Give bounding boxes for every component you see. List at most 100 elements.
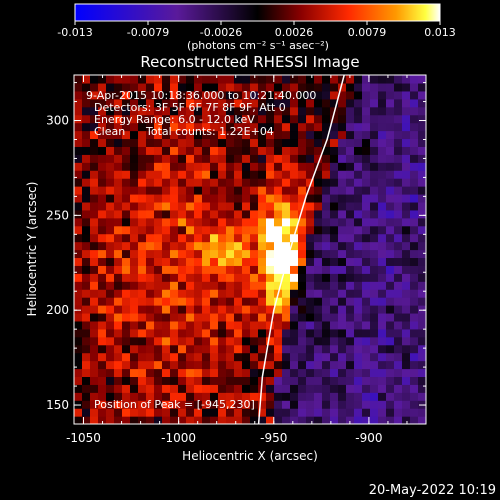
heatmap-cell xyxy=(322,320,331,330)
heatmap-cell xyxy=(362,257,371,266)
heatmap-cell xyxy=(250,178,259,187)
heatmap-cell xyxy=(154,281,163,290)
heatmap-cell xyxy=(370,154,379,163)
heatmap-cell xyxy=(386,416,395,424)
heatmap-cell xyxy=(362,416,371,424)
heatmap-cell xyxy=(114,376,123,385)
heatmap-cell xyxy=(418,186,426,195)
heatmap-cell xyxy=(138,360,147,370)
heatmap-cell xyxy=(274,82,283,92)
heatmap-cell xyxy=(362,344,371,354)
heatmap-cell xyxy=(386,297,395,306)
heatmap-cell xyxy=(274,154,283,163)
heatmap-cell xyxy=(82,209,91,219)
heatmap-cell xyxy=(370,201,379,211)
heatmap-cell xyxy=(178,225,187,235)
heatmap-cell xyxy=(394,408,403,417)
heatmap-cell xyxy=(90,281,99,290)
heatmap-cell xyxy=(90,201,99,211)
heatmap-cell xyxy=(250,98,259,108)
heatmap-cell xyxy=(402,360,411,370)
heatmap-cell xyxy=(242,82,251,92)
heatmap-cell xyxy=(194,170,203,179)
heatmap-cell xyxy=(314,289,323,298)
heatmap-cell xyxy=(274,360,283,370)
heatmap-cell xyxy=(162,186,171,195)
heatmap-cell xyxy=(322,384,331,393)
heatmap-cell xyxy=(122,130,131,140)
heatmap-cell xyxy=(306,408,315,417)
heatmap-cell xyxy=(82,305,91,314)
heatmap-cell xyxy=(138,154,147,163)
heatmap-cell xyxy=(138,352,147,362)
heatmap-cell xyxy=(114,416,123,424)
heatmap-cell xyxy=(90,312,99,322)
heatmap-cell xyxy=(82,225,91,235)
heatmap-cell xyxy=(98,154,107,163)
heatmap-cell xyxy=(234,98,243,108)
heatmap-cell xyxy=(186,154,195,163)
heatmap-cell xyxy=(266,209,275,219)
heatmap-cell xyxy=(74,289,83,298)
heatmap-cell xyxy=(218,400,227,409)
heatmap-cell xyxy=(130,186,139,195)
heatmap-cell xyxy=(194,336,203,346)
heatmap-cell xyxy=(298,400,307,409)
heatmap-cell xyxy=(274,138,283,147)
heatmap-cell xyxy=(266,130,275,140)
heatmap-cell xyxy=(274,344,283,354)
heatmap-cell xyxy=(234,217,243,227)
heatmap-cell xyxy=(226,217,235,227)
heatmap-cell xyxy=(370,130,379,140)
heatmap-cell xyxy=(210,289,219,298)
heatmap-cell xyxy=(410,122,419,132)
annotation-total-counts: Total counts: 1.22E+04 xyxy=(145,125,274,138)
heatmap-cell xyxy=(282,320,291,330)
heatmap-cell xyxy=(346,209,355,219)
heatmap-cell xyxy=(274,178,283,187)
heatmap-cell xyxy=(106,312,115,322)
heatmap-cell xyxy=(218,122,227,132)
heatmap-cell xyxy=(106,352,115,362)
heatmap-cell xyxy=(274,400,283,409)
heatmap-cell xyxy=(322,289,331,298)
heatmap-cell xyxy=(106,106,115,116)
heatmap-cell xyxy=(250,392,259,401)
heatmap-cell xyxy=(194,130,203,140)
heatmap-cell xyxy=(210,368,219,378)
heatmap-cell xyxy=(138,225,147,235)
heatmap-cell xyxy=(418,225,426,235)
heatmap-cell xyxy=(226,289,235,298)
heatmap-cell xyxy=(322,154,331,163)
heatmap-cell xyxy=(266,82,275,92)
heatmap-cell xyxy=(354,75,363,84)
heatmap-cell xyxy=(362,352,371,362)
heatmap-cell xyxy=(154,146,163,155)
heatmap-cell xyxy=(346,265,355,274)
axis-ticks xyxy=(74,75,427,425)
heatmap-cell xyxy=(178,154,187,163)
heatmap-cell xyxy=(282,297,291,306)
heatmap-cell xyxy=(338,82,347,92)
heatmap-cell xyxy=(274,122,283,132)
heatmap-cell xyxy=(82,336,91,346)
heatmap-cell xyxy=(322,360,331,370)
heatmap-cell xyxy=(74,90,83,100)
heatmap-cell xyxy=(202,162,211,171)
heatmap-cell xyxy=(378,146,387,155)
heatmap-cell xyxy=(178,344,187,354)
heatmap-cell xyxy=(74,392,83,401)
heatmap-cell xyxy=(74,138,83,147)
heatmap-cell xyxy=(370,289,379,298)
heatmap-cell xyxy=(378,297,387,306)
heatmap-cell xyxy=(410,360,419,370)
heatmap-cell xyxy=(274,416,283,424)
heatmap-cell xyxy=(138,400,147,409)
heatmap-cell xyxy=(370,178,379,187)
heatmap-cell xyxy=(378,106,387,116)
heatmap-cell xyxy=(250,249,259,259)
heatmap-cell xyxy=(186,265,195,274)
heatmap-cell xyxy=(218,82,227,92)
heatmap-cell xyxy=(122,408,131,417)
heatmap-cell xyxy=(290,186,299,195)
